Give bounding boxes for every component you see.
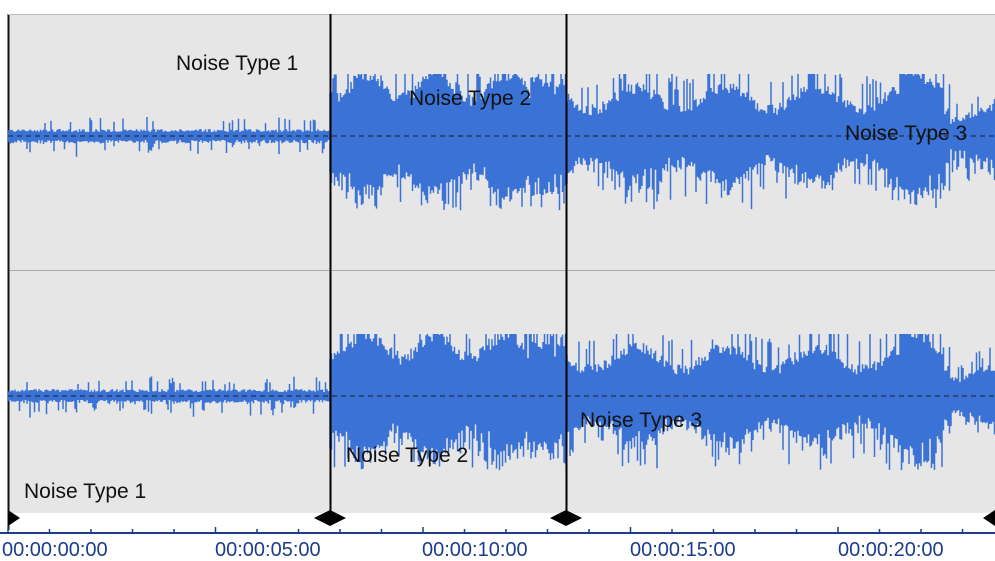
timeline-label-15: 00:00:15:00: [630, 539, 736, 561]
label-noise-type-3-bottom[interactable]: Noise Type 3: [580, 409, 703, 432]
label-noise-type-2-bottom[interactable]: Noise Type 2: [346, 444, 469, 467]
region-end-handle[interactable]: [983, 510, 995, 526]
track-top-edge: [8, 14, 995, 15]
region-marker-handle-2[interactable]: [550, 510, 582, 526]
timeline-ticks: [7, 527, 964, 533]
label-noise-type-1-top[interactable]: Noise Type 1: [176, 52, 299, 75]
timeline-label-5: 00:00:05:00: [215, 539, 321, 561]
timeline-label-10: 00:00:10:00: [422, 539, 528, 561]
timeline-label-0: 00:00:00:00: [2, 539, 108, 561]
timeline-label-20: 00:00:20:00: [838, 539, 944, 561]
label-noise-type-3-top[interactable]: Noise Type 3: [845, 122, 968, 145]
region-marker-handle-1[interactable]: [314, 510, 346, 526]
region-start-handle[interactable]: [8, 510, 20, 526]
label-noise-type-2-top[interactable]: Noise Type 2: [409, 87, 532, 110]
label-noise-type-1-bottom[interactable]: Noise Type 1: [24, 480, 147, 503]
